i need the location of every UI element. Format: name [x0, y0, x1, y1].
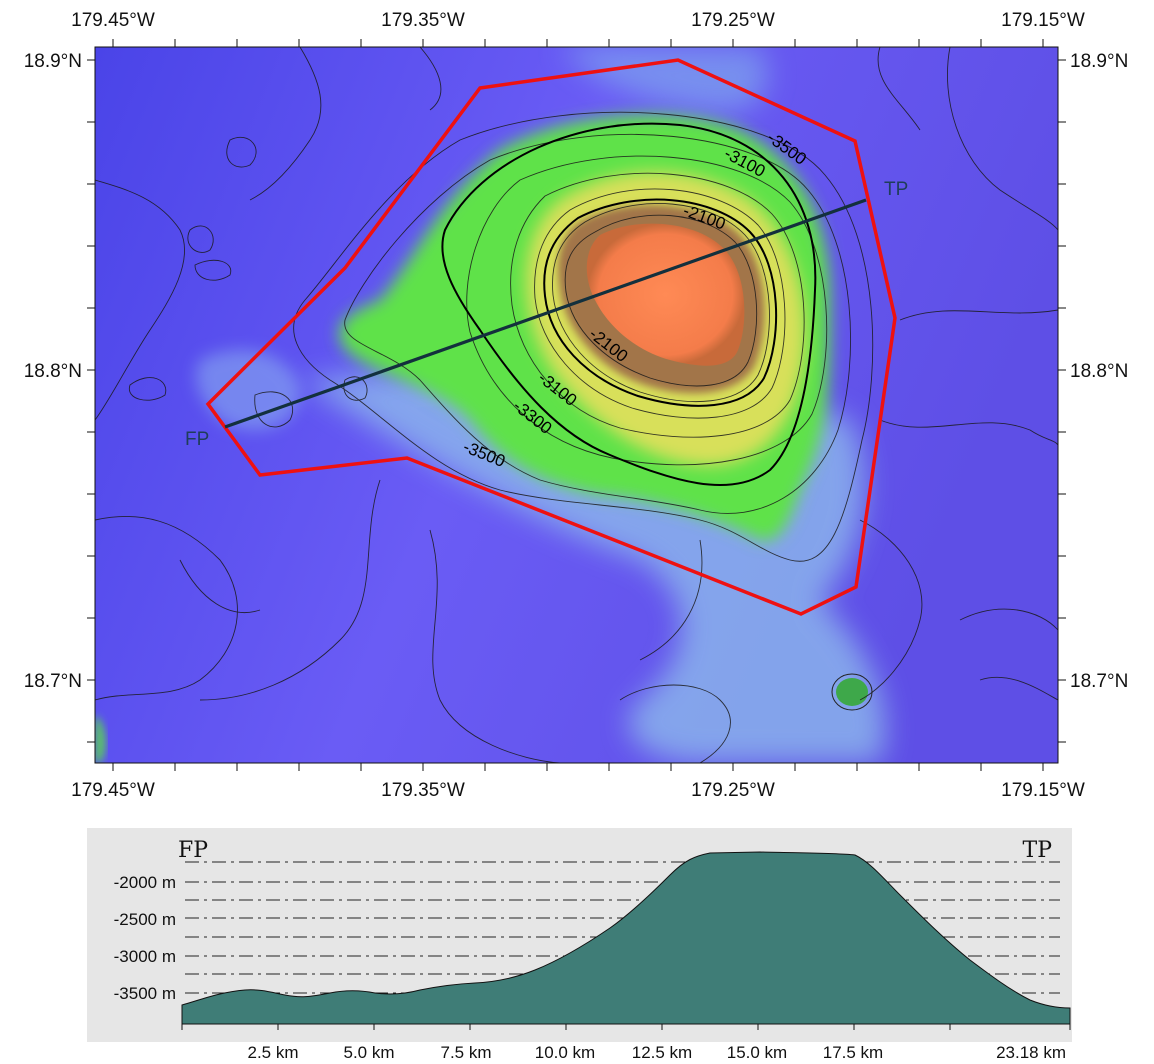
profile-y-label: -3500 m	[114, 984, 176, 1003]
summit-plateau	[586, 223, 745, 366]
profile-x-label: 17.5 km	[823, 1043, 883, 1062]
lon-label-bottom: 179.25°W	[691, 780, 775, 801]
profile-end-label: TP	[884, 179, 908, 200]
profile-x-label: 23.18 km	[996, 1043, 1066, 1062]
depth-profile	[181, 851, 1071, 1025]
profile-x-label: 12.5 km	[632, 1043, 692, 1062]
lon-ticks	[112, 39, 1044, 771]
lon-label-bottom: 179.45°W	[71, 780, 155, 801]
profile-x-label: 5.0 km	[343, 1043, 394, 1062]
profile-end-label: TP	[1023, 838, 1053, 863]
profile-x-label: 10.0 km	[535, 1043, 595, 1062]
light-blue-ne	[560, 47, 768, 112]
index-contours	[441, 122, 817, 487]
lat-label-left: 18.9°N	[24, 51, 82, 72]
map-panel: -3500 -3100 -2100 -2100 -3100 -3300 -350…	[95, 47, 1058, 763]
study-area-outline	[205, 58, 897, 616]
profile-start-label: FP	[178, 838, 208, 863]
profile-line	[224, 198, 867, 429]
lat-label-right: 18.9°N	[1070, 51, 1128, 72]
profile-y-label: -2000 m	[114, 873, 176, 892]
lon-label-top: 179.25°W	[691, 10, 775, 31]
profile-x-label: 7.5 km	[440, 1043, 491, 1062]
profile-start-label: FP	[185, 429, 209, 450]
lon-label-top: 179.15°W	[1001, 10, 1085, 31]
map-frame	[94, 46, 1059, 764]
lon-label-bottom: 179.15°W	[1001, 780, 1085, 801]
lat-label-right: 18.7°N	[1070, 671, 1128, 692]
lat-label-right: 18.8°N	[1070, 361, 1128, 382]
lon-label-top: 179.45°W	[71, 10, 155, 31]
profile-y-label: -3000 m	[114, 947, 176, 966]
lon-label-bottom: 179.35°W	[381, 780, 465, 801]
small-seamount	[836, 678, 868, 706]
profile-x-label: 15.0 km	[727, 1043, 787, 1062]
contour-lines	[95, 47, 1058, 763]
lat-label-left: 18.8°N	[24, 361, 82, 382]
lon-label-top: 179.35°W	[381, 10, 465, 31]
profile-x-label: 2.5 km	[247, 1043, 298, 1062]
lat-label-left: 18.7°N	[24, 671, 82, 692]
sw-shoal	[95, 715, 106, 763]
profile-panel: -2000 m -2500 m -3000 m -3500 m 2.5 km 5…	[87, 828, 1072, 1062]
profile-x-ticks	[181, 1016, 1071, 1030]
lat-ticks	[87, 59, 1066, 743]
profile-y-label: -2500 m	[114, 910, 176, 929]
